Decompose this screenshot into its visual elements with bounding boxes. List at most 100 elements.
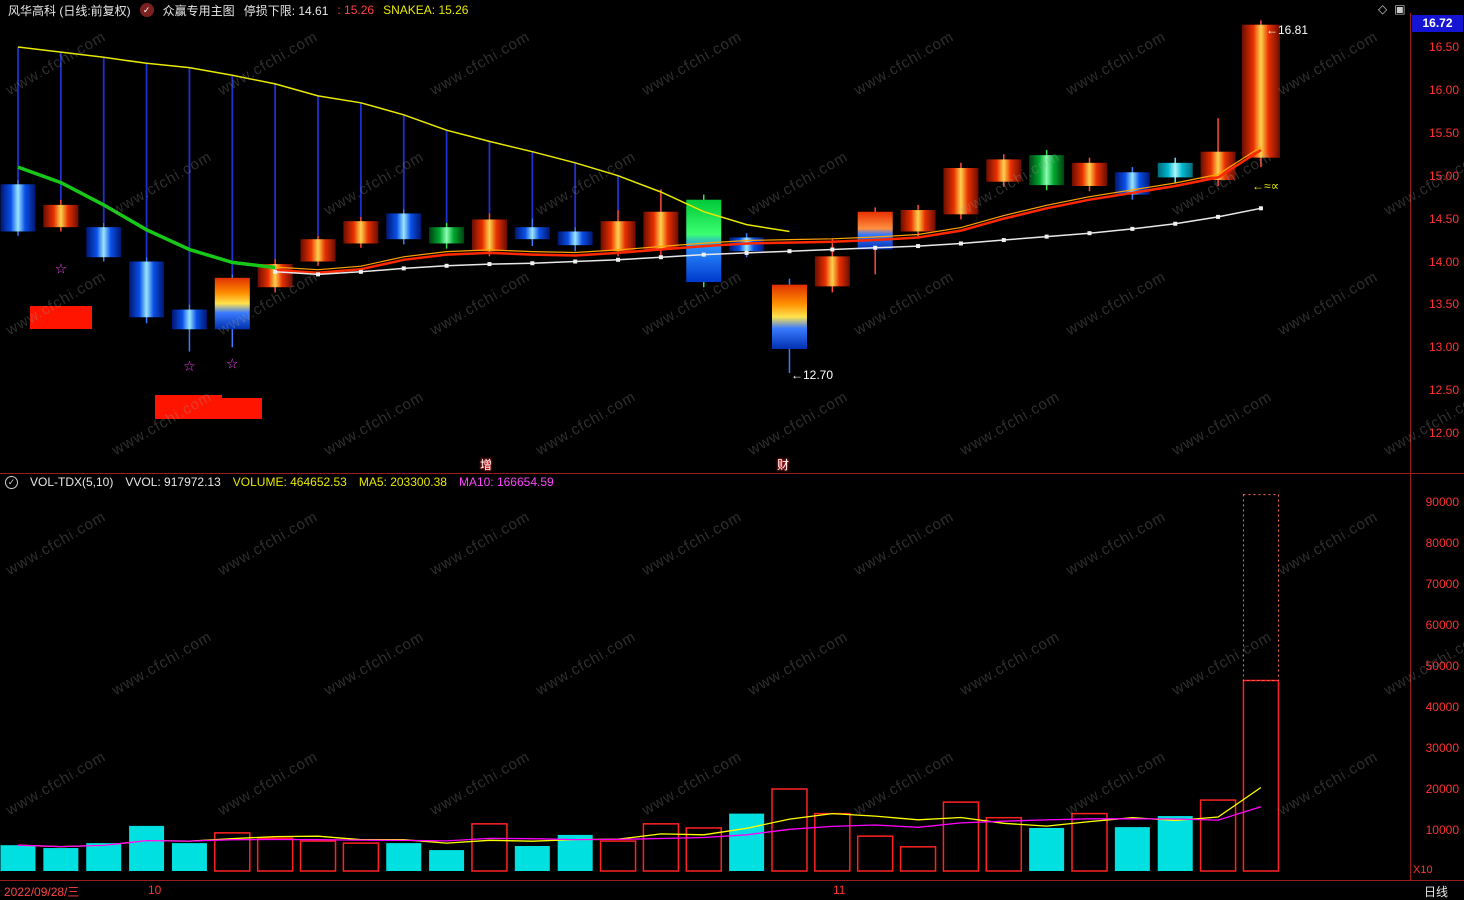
candle-body — [1200, 151, 1236, 180]
candle-body — [386, 213, 422, 240]
price-axis-label: 15.50 — [1428, 125, 1459, 140]
volume-bar — [43, 848, 79, 871]
ma-white-marker — [701, 252, 706, 257]
volume-bar — [985, 816, 1023, 872]
ma-white-marker — [316, 272, 321, 277]
volume-bar — [214, 832, 251, 872]
volume-bar — [856, 835, 894, 872]
ma-pointer-label: ←≈∝ — [1252, 179, 1280, 193]
period-selector[interactable]: 日线 — [1424, 885, 1449, 899]
candle-body — [1241, 24, 1280, 158]
vol-indicator-name: VOL-TDX(5,10) — [30, 475, 114, 489]
star-signal-icon: ☆ — [55, 260, 68, 276]
current-price-tag: 16.72 — [1412, 15, 1463, 32]
volume-bar — [1114, 827, 1150, 871]
stop-loss-label: 停损下限: 14.61 — [243, 3, 329, 18]
volume-axis-label: 50000 — [1425, 659, 1459, 673]
ma-white-marker — [1087, 231, 1092, 236]
ma-white-marker — [658, 255, 663, 260]
right-axis: 16.50 16.00 15.50 15.00 14.50 14.00 13.50 13.00… — [1411, 0, 1464, 900]
ma-white-marker — [401, 266, 406, 271]
volume-chart — [0, 494, 1280, 872]
ma-white-marker — [444, 263, 449, 268]
ma-white-marker — [273, 269, 278, 274]
ma-line-green — [17, 165, 276, 270]
signal-char-marker: 增 — [480, 458, 493, 472]
ma-line-white — [275, 207, 1262, 276]
candle-body — [514, 227, 550, 240]
candle-body — [86, 227, 122, 258]
volume-bar — [557, 834, 593, 871]
ma-white-marker — [1258, 206, 1263, 211]
volume-ma10-line — [17, 806, 1262, 848]
volume-projection — [1242, 494, 1279, 681]
volume-bar — [685, 827, 723, 872]
volume-axis-label: 40000 — [1425, 700, 1459, 714]
candle-body — [1072, 162, 1107, 186]
candle-body — [1157, 162, 1193, 178]
candle-body — [214, 277, 250, 330]
candle-body — [686, 199, 722, 283]
volume-bar — [642, 823, 680, 872]
month-marker: 11 — [833, 883, 846, 897]
price-axis-label: 13.00 — [1428, 340, 1459, 355]
volume-bar — [471, 823, 508, 872]
main-price-chart: ☆ ☆ ☆ — [0, 20, 1280, 419]
volume-bar — [899, 846, 937, 872]
candle-body — [171, 309, 207, 330]
price-axis-label: 14.00 — [1428, 254, 1459, 269]
volume-bar — [514, 845, 550, 871]
volume-axis-label: 20000 — [1425, 782, 1459, 796]
ma-white-marker — [573, 259, 578, 264]
volume-bar — [1199, 799, 1237, 872]
ma-white-marker — [916, 244, 921, 249]
volume-ma5-line — [17, 786, 1262, 848]
ma-white-marker — [616, 257, 621, 262]
candle-body — [343, 221, 379, 244]
status-bar: 2022/09/28/三 日线 10 11 — [0, 881, 1464, 900]
signal-block — [30, 306, 92, 329]
candle-body — [814, 256, 850, 287]
price-axis-label: 12.50 — [1428, 383, 1459, 398]
volume-bar — [171, 843, 207, 871]
volume-axis-label: 80000 — [1425, 536, 1459, 550]
volume-bar — [342, 842, 380, 872]
ma-line-orange — [275, 146, 1262, 271]
volume-bar — [256, 837, 294, 872]
ma-white-marker — [358, 269, 363, 274]
candle-body — [986, 159, 1022, 182]
volume-bar — [299, 840, 337, 872]
volume-bar — [429, 850, 465, 871]
ma-white-marker — [1216, 214, 1221, 219]
candle-body — [300, 239, 336, 262]
ma-white-marker — [958, 241, 963, 246]
indicator-badge-icon: ✓ — [139, 3, 154, 17]
volume-bar — [729, 813, 765, 871]
window-icon[interactable]: ▣ — [1394, 2, 1406, 16]
indicator-collapse-icon[interactable]: ✓ — [5, 475, 18, 489]
volume-bar — [0, 845, 36, 871]
volume-axis-label: 30000 — [1425, 741, 1459, 755]
star-signal-icon: ☆ — [183, 358, 196, 374]
title-bar: 风华高科 (日线:前复权) ✓ 众赢专用主图 停损下限: 14.61 : 15.… — [0, 0, 1410, 20]
candle-body — [0, 184, 36, 232]
volume-bar — [86, 843, 122, 871]
ma-white-marker — [744, 250, 749, 255]
price-axis-label: 16.50 — [1428, 40, 1459, 54]
candle-body — [857, 211, 893, 250]
candle-body — [471, 219, 507, 252]
volume-value: VOLUME: 464652.53 — [232, 475, 347, 489]
volume-axis-label: 70000 — [1425, 577, 1459, 591]
candle-body — [643, 211, 679, 250]
ma-line-red — [275, 148, 1262, 274]
month-marker: 10 — [148, 883, 162, 897]
stop-loss-value: : 15.26 — [337, 3, 375, 17]
ma-white-marker — [1001, 238, 1006, 243]
volume-scale-label: X10 — [1413, 864, 1433, 876]
candle-body — [43, 204, 79, 228]
price-axis-label: 12.00 — [1428, 426, 1459, 441]
volume-bar — [599, 840, 637, 872]
diamond-icon[interactable]: ◇ — [1378, 2, 1388, 16]
